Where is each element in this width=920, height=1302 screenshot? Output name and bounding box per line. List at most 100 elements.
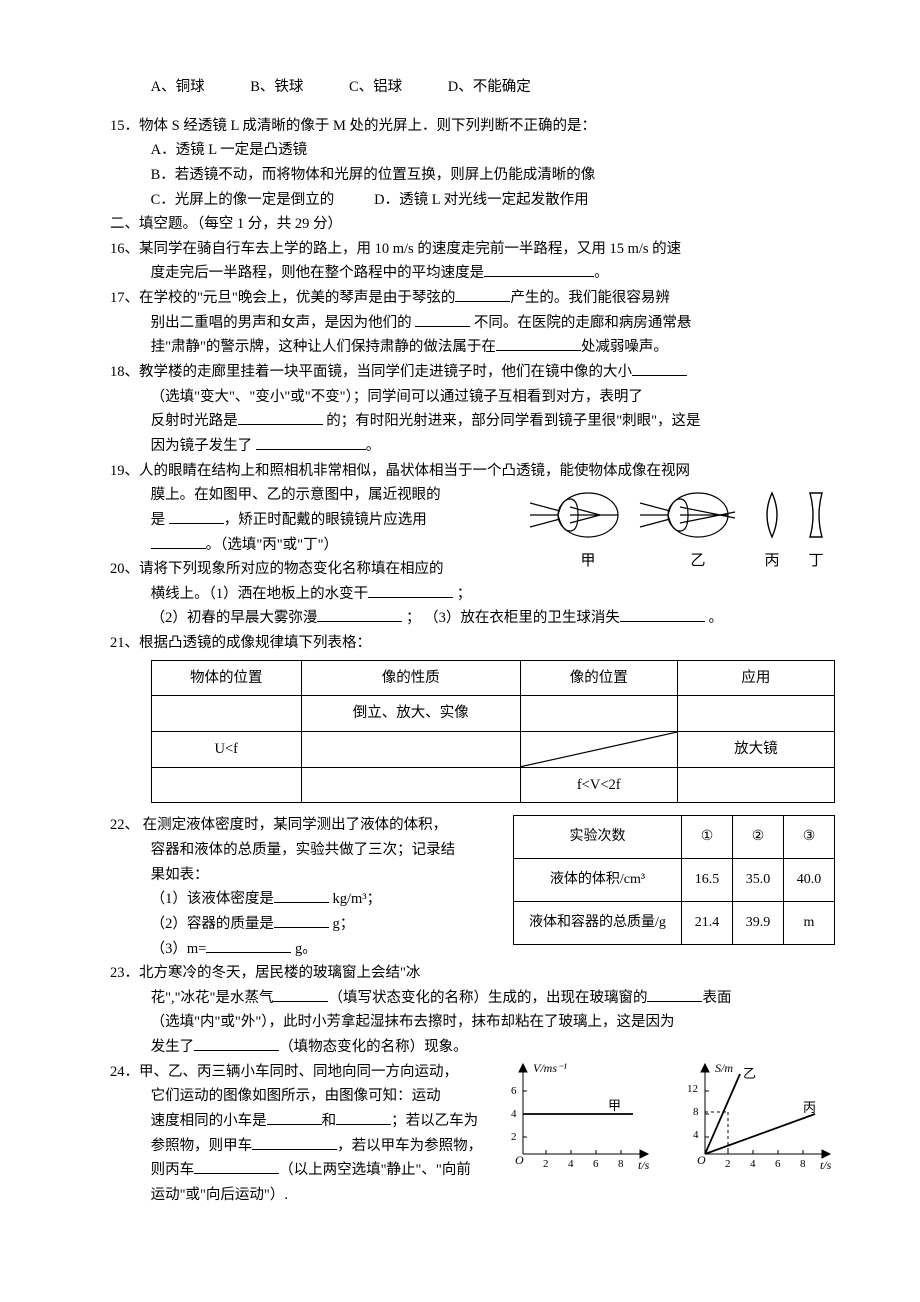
q17-line1: 17、在学校的"元旦"晚会上，优美的琴声是由于琴弦的产生的。我们能很容易辨 — [110, 286, 835, 311]
svg-text:O: O — [697, 1153, 706, 1167]
t21-h3: 像的位置 — [520, 660, 677, 696]
svg-text:4: 4 — [511, 1108, 517, 1120]
q15-opt-b: B．若透镜不动，而将物体和光屏的位置互换，则屏上仍能成清晰的像 — [110, 163, 835, 188]
q15-opt-d: D．透镜 L 对光线一定起发散作用 — [374, 192, 589, 208]
q19-blank2 — [151, 548, 206, 549]
t22-r1: 液体的体积/cm³ — [514, 859, 682, 902]
t21-r1c3 — [520, 696, 677, 732]
q19-figure: 甲 乙 丙 丁 — [530, 485, 835, 582]
label-jia: 甲 — [580, 553, 595, 569]
t22-v23: m — [784, 901, 835, 944]
t22-h3: ③ — [784, 816, 835, 859]
q23-blank3 — [194, 1050, 279, 1051]
q22-line6: （3）m= g。 — [110, 937, 503, 962]
q23-blank2 — [647, 1001, 702, 1002]
q18-blank3 — [256, 449, 366, 450]
q23-line2: 花","冰花"是水蒸气（填写状态变化的名称）生成的，出现在玻璃窗的表面 — [110, 986, 835, 1011]
q18-line1: 18、教学楼的走廊里挂着一块平面镜，当同学们走进镜子时，他们在镜中像的大小 — [110, 360, 835, 385]
q24-line2: 它们运动的图像如图所示，由图像可知：运动 — [110, 1084, 489, 1109]
q22-line3: 果如表： — [110, 863, 503, 888]
q15-opt-c: C．光屏上的像一定是倒立的 — [151, 192, 335, 208]
q24-line6: 运动"或"向后运动"）. — [110, 1183, 489, 1208]
q23-line1: 23．北方寒冷的冬天，居民楼的玻璃窗上会结"冰 — [110, 961, 835, 986]
q14-options: A、铜球 B、铁球 C、铝球 D、不能确定 — [110, 75, 835, 100]
label-bing: 丙 — [764, 553, 779, 569]
svg-text:V/ms⁻¹: V/ms⁻¹ — [533, 1061, 567, 1075]
q14-opt-b: B、铁球 — [250, 75, 303, 100]
svg-text:t/s: t/s — [820, 1158, 832, 1172]
q17-line3: 挂"肃静"的警示牌，这种让人们保持肃静的做法属于在处减弱噪声。 — [110, 335, 835, 360]
q23-line4: 发生了（填物态变化的名称）现象。 — [110, 1035, 835, 1060]
q20-blank2 — [317, 621, 402, 622]
q18-line2: （选填"变大"、"变小"或"不变"）；同学间可以通过镜子互相看到对方，表明了 — [110, 385, 835, 410]
q24-line1: 24．甲、乙、丙三辆小车同时、同地向同一方向运动， — [110, 1060, 489, 1085]
t22-h2: ② — [733, 816, 784, 859]
svg-text:8: 8 — [693, 1106, 699, 1118]
t22-v22: 39.9 — [733, 901, 784, 944]
q20-line2: 横线上。（1）洒在地板上的水变干 ； — [110, 582, 835, 607]
t21-r3c4 — [677, 767, 834, 803]
t22-h0: 实验次数 — [514, 816, 682, 859]
svg-text:4: 4 — [693, 1129, 699, 1141]
q15-opt-a: A．透镜 L 一定是凸透镜 — [110, 138, 835, 163]
q22-blank3 — [206, 952, 291, 953]
t22-v13: 40.0 — [784, 859, 835, 902]
t21-r2c2 — [301, 732, 520, 768]
q24-line3: 速度相同的小车是和；若以乙车为 — [110, 1109, 489, 1134]
q21-stem: 21、根据凸透镜的成像规律填下列表格： — [110, 631, 835, 656]
q22-blank2 — [274, 927, 329, 928]
svg-text:丙: 丙 — [803, 1100, 816, 1115]
svg-text:4: 4 — [750, 1158, 756, 1170]
svg-text:4: 4 — [568, 1158, 574, 1170]
svg-text:乙: 乙 — [743, 1066, 756, 1081]
q22-table: 实验次数 ① ② ③ 液体的体积/cm³ 16.5 35.0 40.0 液体和容… — [513, 815, 835, 944]
svg-text:S/m: S/m — [715, 1061, 733, 1075]
t21-r2c3-diag — [520, 732, 677, 768]
q22-blank1 — [274, 902, 329, 903]
svg-text:6: 6 — [593, 1158, 599, 1170]
q18-line4: 因为镜子发生了 。 — [110, 434, 835, 459]
t21-r1c2: 倒立、放大、实像 — [301, 696, 520, 732]
q14-opt-d: D、不能确定 — [448, 75, 531, 100]
q18-blank2 — [238, 424, 323, 425]
svg-text:t/s: t/s — [638, 1158, 650, 1172]
t22-h1: ① — [682, 816, 733, 859]
t21-r2c1: U<f — [151, 732, 301, 768]
q17-line2: 别出二重唱的男声和女声，是因为他们的 不同。在医院的走廊和病房通常悬 — [110, 311, 835, 336]
svg-text:O: O — [515, 1153, 524, 1167]
label-ding: 丁 — [808, 553, 823, 569]
q18-blank1 — [632, 375, 687, 376]
q18-line3: 反射时光路是 的；有时阳光射进来，部分同学看到镜子里很"刺眼"，这是 — [110, 409, 835, 434]
q24-blank1 — [267, 1124, 322, 1125]
label-yi: 乙 — [690, 553, 705, 569]
q14-opt-a: A、铜球 — [151, 75, 205, 100]
q16-line1: 16、某同学在骑自行车去上学的路上，用 10 m/s 的速度走完前一半路程，又用… — [110, 237, 835, 262]
t21-h4: 应用 — [677, 660, 834, 696]
svg-text:2: 2 — [725, 1158, 731, 1170]
q24-blank3 — [252, 1149, 337, 1150]
svg-text:12: 12 — [687, 1083, 698, 1095]
q24-blank4 — [194, 1173, 279, 1174]
t22-v11: 16.5 — [682, 859, 733, 902]
q20-line3: （2）初春的早晨大雾弥漫 ； （3）放在衣柜里的卫生球消失 。 — [110, 606, 835, 631]
q16-blank — [484, 276, 594, 277]
t21-h2: 像的性质 — [301, 660, 520, 696]
q24-line5: 则丙车（以上两空选填"静止"、"向前 — [110, 1158, 489, 1183]
svg-text:2: 2 — [543, 1158, 549, 1170]
t21-r2c4: 放大镜 — [677, 732, 834, 768]
t22-v21: 21.4 — [682, 901, 733, 944]
q14-opt-c: C、铝球 — [349, 75, 402, 100]
q24-blank2 — [336, 1124, 391, 1125]
t21-h1: 物体的位置 — [151, 660, 301, 696]
t21-r1c1 — [151, 696, 301, 732]
q17-blank2 — [415, 326, 470, 327]
q24-line4: 参照物，则甲车，若以甲车为参照物， — [110, 1134, 489, 1159]
svg-text:甲: 甲 — [608, 1098, 621, 1113]
q16-line2: 度走完后一半路程，则他在整个路程中的平均速度是。 — [110, 261, 835, 286]
t21-r3c3: f<V<2f — [520, 767, 677, 803]
t22-r2: 液体和容器的总质量/g — [514, 901, 682, 944]
t21-r3c1 — [151, 767, 301, 803]
svg-text:6: 6 — [775, 1158, 781, 1170]
q22-line4: （1）该液体密度是 kg/m³； — [110, 887, 503, 912]
q19-line1: 19、人的眼睛在结构上和照相机非常相似，晶状体相当于一个凸透镜，能使物体成像在视… — [110, 459, 835, 484]
